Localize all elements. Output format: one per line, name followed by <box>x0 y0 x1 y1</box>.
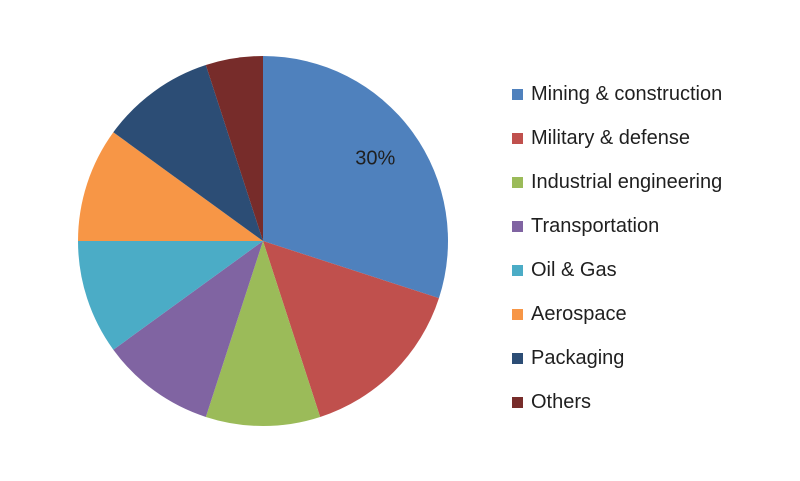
legend-item: Packaging <box>512 336 722 380</box>
data-label: 30% <box>355 148 395 170</box>
pie-slice-oil-gas <box>78 241 263 350</box>
pie-slice-transportation <box>113 241 264 417</box>
pie-slice-packaging <box>113 65 264 242</box>
pie-slice-aerospace <box>78 132 263 241</box>
legend-item: Military & defense <box>512 116 722 160</box>
pie-slices <box>78 56 448 426</box>
legend-label: Military & defense <box>531 126 690 149</box>
legend-label: Industrial engineering <box>531 170 723 193</box>
legend-swatch <box>512 264 523 276</box>
legend-swatch <box>512 88 523 100</box>
legend-label: Mining & construction <box>531 82 723 105</box>
legend-swatch <box>512 308 523 320</box>
legend-item: Transportation <box>512 204 722 248</box>
legend-swatch <box>512 396 523 408</box>
legend-swatch <box>512 176 523 188</box>
pie-slice-others <box>205 56 263 241</box>
pie-slice-mining-construction <box>263 56 448 299</box>
legend-item: Industrial engineering <box>512 160 722 204</box>
pie-slice-military-defense <box>263 241 439 417</box>
legend-label: Aerospace <box>531 302 627 325</box>
legend-label: Oil & Gas <box>531 258 617 281</box>
pie-data-labels: 30% <box>355 148 395 170</box>
legend-label: Others <box>531 390 592 413</box>
legend-label: Packaging <box>531 346 625 369</box>
legend-item: Aerospace <box>512 292 722 336</box>
pie-slice-industrial-engineering <box>205 241 321 426</box>
legend-label: Transportation <box>531 214 660 237</box>
legend-swatch <box>512 352 523 364</box>
legend-swatch <box>512 132 523 144</box>
pie-chart: 30% <box>78 56 448 426</box>
legend-item: Oil & Gas <box>512 248 722 292</box>
legend-item: Others <box>512 380 722 424</box>
legend-item: Mining & construction <box>512 72 722 116</box>
legend: Mining & construction Military & defense I… <box>512 72 722 424</box>
legend-swatch <box>512 220 523 232</box>
